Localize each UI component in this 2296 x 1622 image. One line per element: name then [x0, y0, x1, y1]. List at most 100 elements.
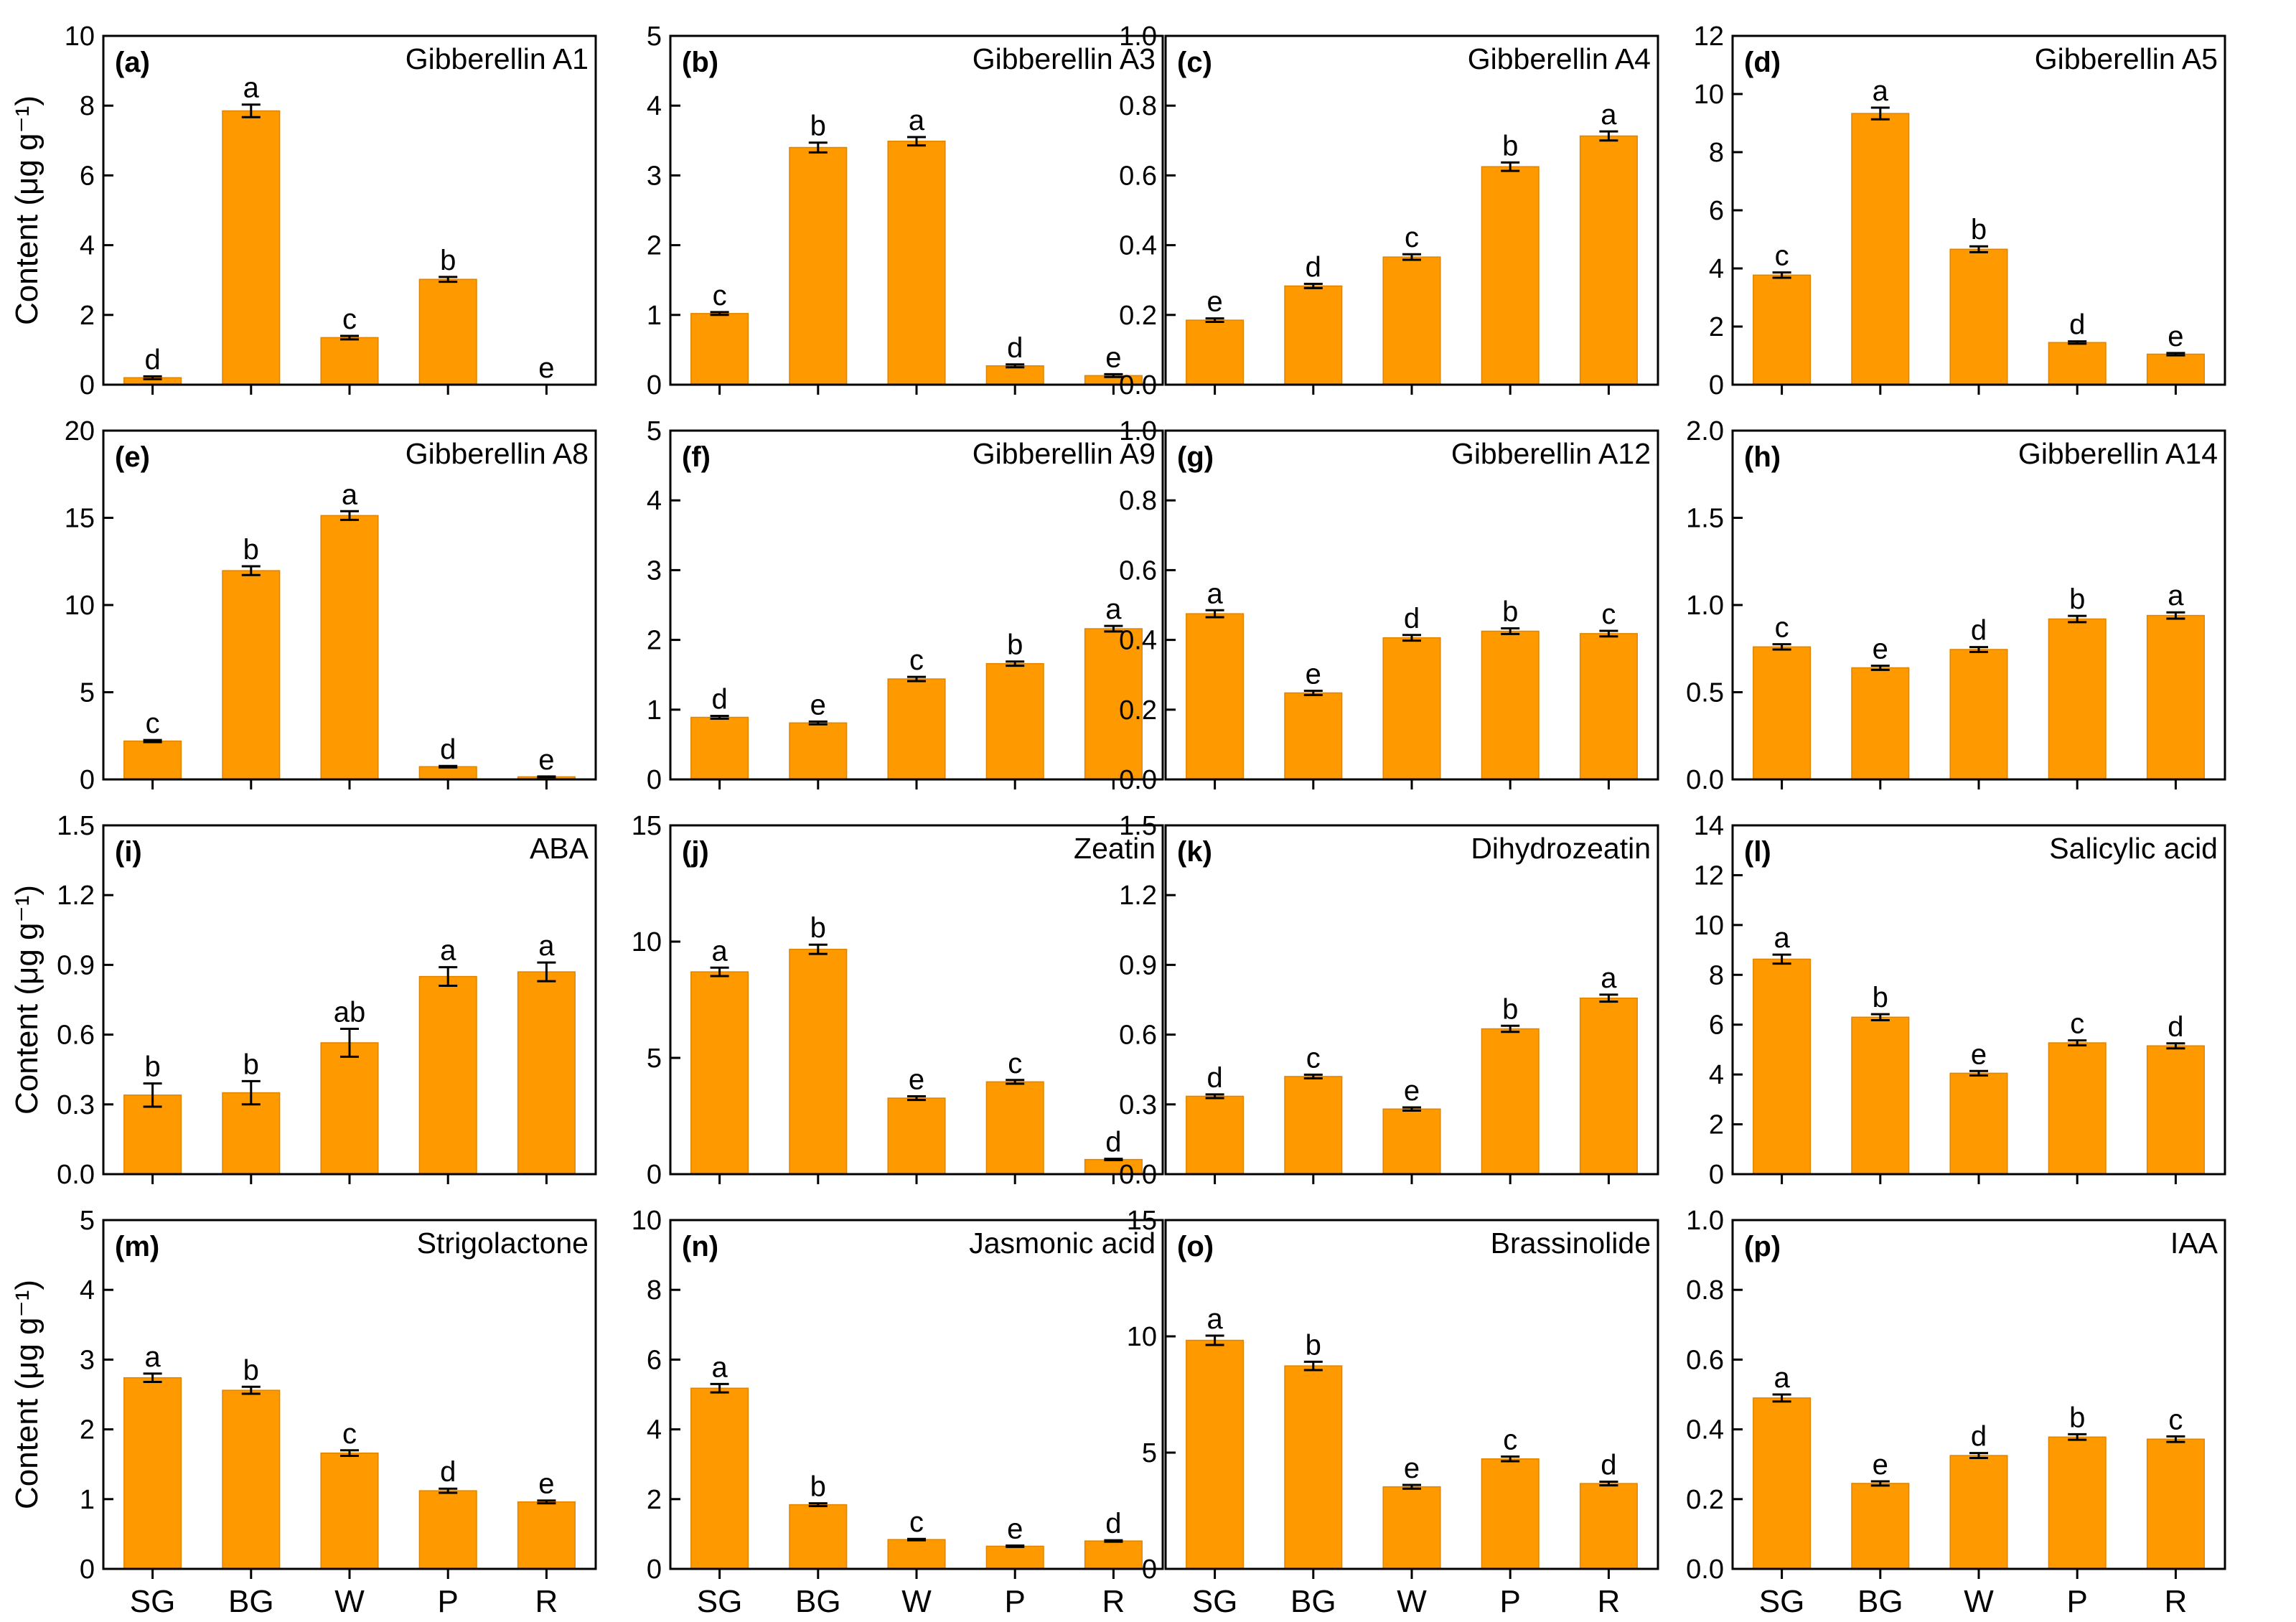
- significance-letter: a: [1206, 1303, 1223, 1335]
- y-tick-label: 14: [1694, 811, 1724, 841]
- bar-W: [320, 515, 379, 780]
- chart-panel-2: e d c b a 0.0 0.2 0.4 0.6 0.8 1.0 (c) Gibberellin A4: [1119, 22, 1659, 400]
- bar-P: [2048, 1042, 2107, 1175]
- panel-title: Gibberellin A1: [406, 42, 589, 75]
- panel-title: Brassinolide: [1491, 1227, 1651, 1260]
- y-tick-label: 1.0: [1686, 591, 1724, 621]
- bar-BG: [222, 570, 281, 780]
- panel-title: Gibberellin A3: [973, 42, 1156, 75]
- significance-letter: e: [1306, 659, 1321, 690]
- bar-BG: [222, 110, 281, 385]
- bar-BG: [222, 1092, 281, 1175]
- significance-letter: b: [243, 534, 259, 566]
- x-tick-label: P: [438, 1584, 459, 1619]
- y-tick-label: 8: [1709, 960, 1724, 990]
- y-tick-label: 3: [647, 161, 662, 191]
- y-tick-label: 5: [80, 678, 95, 708]
- bar-SG: [690, 313, 749, 385]
- significance-letter: c: [2070, 1008, 2084, 1040]
- y-tick-label: 10: [632, 927, 662, 957]
- bar-R: [1579, 135, 1638, 385]
- significance-letter: d: [1404, 603, 1420, 634]
- significance-letter: b: [2069, 583, 2085, 615]
- x-tick-label: SG: [1759, 1584, 1805, 1619]
- bar-R: [1084, 1540, 1143, 1570]
- bar-P: [1481, 1458, 1540, 1570]
- significance-letter: e: [810, 689, 826, 721]
- bar-SG: [1753, 646, 1812, 780]
- significance-letter: a: [243, 72, 260, 104]
- y-tick-label: 0.2: [1686, 1485, 1724, 1515]
- y-tick-label: 10: [632, 1206, 662, 1236]
- significance-letter: d: [711, 684, 727, 716]
- y-tick-label: 1.2: [1119, 881, 1157, 911]
- bar-P: [2048, 1436, 2107, 1570]
- y-tick-label: 1: [80, 1485, 95, 1515]
- x-tick-label: P: [2067, 1584, 2088, 1619]
- y-tick-label: 12: [1694, 861, 1724, 891]
- y-tick-label: 2: [647, 1485, 662, 1515]
- y-tick-label: 4: [647, 91, 662, 121]
- bar-P: [418, 278, 477, 385]
- chart-panel-9: a b e c d 0 5 10 15 (j) Zeatin: [632, 811, 1164, 1190]
- y-tick-label: 4: [80, 1275, 95, 1305]
- chart-panel-6: a e d b c 0.0 0.2 0.4 0.6 0.8 1.0 (g) Gibberellin A1…: [1119, 416, 1659, 795]
- significance-letter: e: [1206, 286, 1222, 318]
- significance-letter: d: [2069, 309, 2085, 341]
- bar-BG: [789, 1504, 848, 1570]
- bar-BG: [222, 1389, 281, 1570]
- y-tick-label: 12: [1694, 22, 1724, 52]
- y-tick-label: 0: [1709, 1160, 1724, 1190]
- bar-P: [2048, 618, 2107, 780]
- panel-label: (a): [115, 47, 150, 78]
- panel-title: IAA: [2170, 1227, 2218, 1260]
- significance-letter: d: [440, 1456, 456, 1488]
- bar-W: [1949, 649, 2008, 780]
- bar-SG: [123, 740, 182, 780]
- bar-SG: [1186, 613, 1245, 780]
- significance-letter: c: [2168, 1404, 2183, 1435]
- y-tick-label: 4: [647, 486, 662, 516]
- panel-label: (i): [115, 836, 142, 868]
- y-tick-label: 0: [1142, 1555, 1157, 1585]
- significance-letter: ab: [334, 997, 366, 1028]
- chart-panel-1: c b a d e 0 1 2 3 4 5 (b) Gibberellin A3: [647, 22, 1164, 400]
- bar-P: [985, 662, 1044, 780]
- bar-W: [320, 1452, 379, 1570]
- y-tick-label: 2: [80, 1415, 95, 1445]
- y-tick-label: 0: [647, 765, 662, 795]
- y-tick-label: 0.2: [1119, 695, 1157, 726]
- y-tick-label: 10: [65, 22, 95, 52]
- significance-letter: e: [538, 1468, 554, 1500]
- y-tick-label: 0.0: [1686, 1555, 1724, 1585]
- bar-W: [320, 1042, 379, 1175]
- x-tick-label: R: [1102, 1584, 1125, 1619]
- chart-panel-11: a b e c d 0 2 4 6 8 10 12 14 (l) Salicylic acid: [1694, 811, 2226, 1190]
- significance-letter: e: [538, 744, 554, 776]
- y-axis-label: Content (μg g⁻¹): [9, 885, 44, 1115]
- x-tick-label: R: [1598, 1584, 1621, 1619]
- chart-panel-5: d e c b a 0 1 2 3 4 5 (f) Gibberellin A9: [647, 416, 1164, 795]
- y-tick-label: 0: [80, 1555, 95, 1585]
- panel-title: Strigolactone: [417, 1227, 589, 1260]
- bar-BG: [789, 146, 848, 385]
- significance-letter: c: [1775, 240, 1789, 272]
- significance-letter: c: [1775, 612, 1789, 644]
- significance-letter: b: [1502, 596, 1518, 628]
- y-tick-label: 5: [80, 1206, 95, 1236]
- bar-R: [517, 971, 576, 1175]
- significance-letter: c: [1601, 599, 1616, 630]
- significance-letter: d: [144, 344, 160, 375]
- bar-R: [2146, 353, 2205, 385]
- y-tick-label: 4: [80, 231, 95, 261]
- bar-R: [2146, 614, 2205, 780]
- x-tick-label: BG: [228, 1584, 274, 1619]
- y-tick-label: 4: [1709, 1060, 1724, 1090]
- significance-letter: a: [538, 930, 555, 962]
- panel-title: Zeatin: [1074, 832, 1156, 865]
- significance-letter: b: [440, 245, 456, 276]
- significance-letter: a: [440, 935, 456, 967]
- x-tick-label: P: [1500, 1584, 1521, 1619]
- significance-letter: b: [2069, 1402, 2085, 1433]
- significance-letter: e: [538, 352, 554, 384]
